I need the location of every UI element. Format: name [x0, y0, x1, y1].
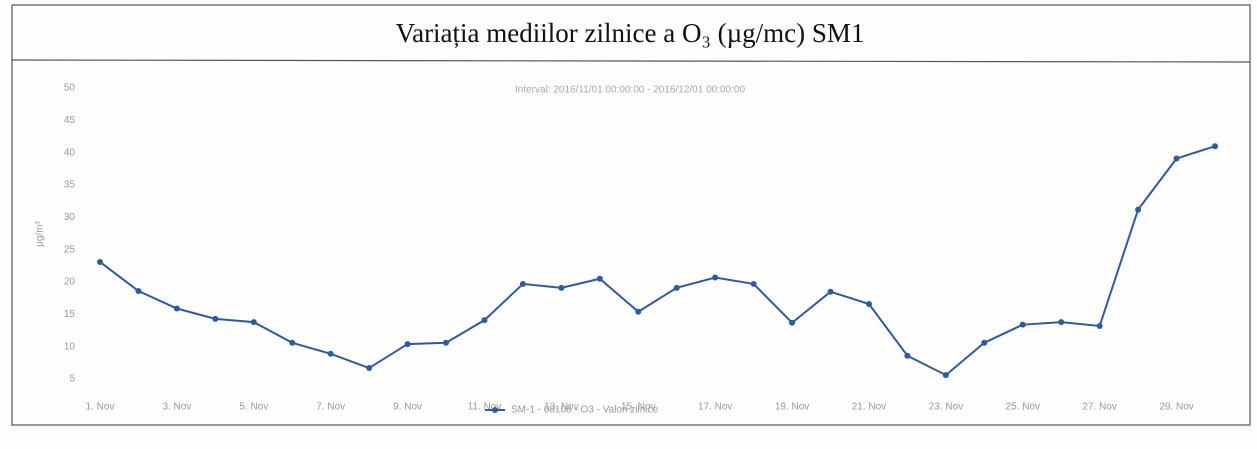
data-point [173, 305, 180, 312]
x-tick-label: 11. Nov [468, 402, 502, 413]
y-axis-label: µg/m³ [35, 220, 46, 246]
legend-label: SM-1 - 08108 - O3 - Valori zilnice [511, 405, 659, 416]
y-tick-label: 30 [64, 212, 76, 223]
data-point [981, 339, 988, 346]
data-point [1019, 321, 1026, 328]
data-point [673, 284, 680, 291]
y-tick-label: 10 [64, 341, 76, 352]
data-point [827, 288, 834, 295]
x-tick-label: 25. Nov [1006, 402, 1040, 413]
data-point [481, 317, 488, 324]
x-tick-label: 27. Nov [1082, 402, 1116, 413]
y-tick-label: 15 [64, 309, 76, 320]
data-point [1135, 206, 1142, 213]
x-tick-label: 1. Nov [86, 402, 115, 413]
data-point [942, 372, 949, 379]
data-point [558, 284, 565, 291]
data-point [366, 365, 373, 372]
x-tick-label: 19. Nov [775, 402, 809, 413]
data-point [1212, 143, 1218, 150]
y-tick-label: 40 [64, 147, 76, 158]
y-tick-label: 45 [64, 115, 76, 126]
y-tick-label: 5 [69, 374, 75, 385]
x-tick-label: 3. Nov [162, 402, 191, 413]
data-point [789, 319, 796, 326]
x-tick-label: 23. Nov [929, 402, 963, 413]
data-point [443, 339, 450, 346]
title-divider [11, 59, 1251, 63]
y-tick-label: 25 [64, 244, 76, 255]
data-point [712, 274, 719, 281]
data-point [635, 308, 642, 315]
x-tick-label: 13. Nov [544, 402, 578, 413]
data-point [1058, 319, 1065, 326]
data-point [97, 258, 103, 265]
data-point [289, 339, 296, 346]
x-tick-label: 9. Nov [393, 402, 422, 413]
y-tick-label: 35 [64, 180, 76, 191]
data-point [750, 280, 757, 287]
x-tick-label: 21. Nov [852, 402, 886, 413]
series-line [99, 145, 1216, 377]
data-point [327, 350, 334, 357]
data-point [250, 319, 257, 326]
x-tick-label: 5. Nov [239, 402, 268, 413]
data-point [404, 341, 411, 348]
x-tick-label: 7. Nov [316, 402, 345, 413]
x-tick-label: 15. Nov [621, 402, 655, 413]
data-point [596, 275, 603, 282]
frame [11, 4, 1251, 426]
legend-marker [492, 407, 498, 413]
chart-subtitle: Interval: 2016/11/01 00:00:00 - 2016/12/… [515, 85, 745, 96]
x-tick-label: 29. Nov [1159, 402, 1193, 413]
y-tick-label: 20 [64, 277, 76, 288]
data-point [865, 300, 872, 307]
data-point [904, 352, 911, 359]
chart-title: Variația mediilor zilnice a O₃ (µg/mc) S… [396, 18, 865, 48]
data-point [1173, 155, 1180, 162]
data-point [212, 315, 219, 322]
x-tick-label: 17. Nov [698, 402, 732, 413]
data-point [1096, 322, 1103, 329]
data-point [135, 288, 142, 295]
y-tick-label: 50 [64, 83, 76, 94]
data-point [519, 280, 526, 287]
